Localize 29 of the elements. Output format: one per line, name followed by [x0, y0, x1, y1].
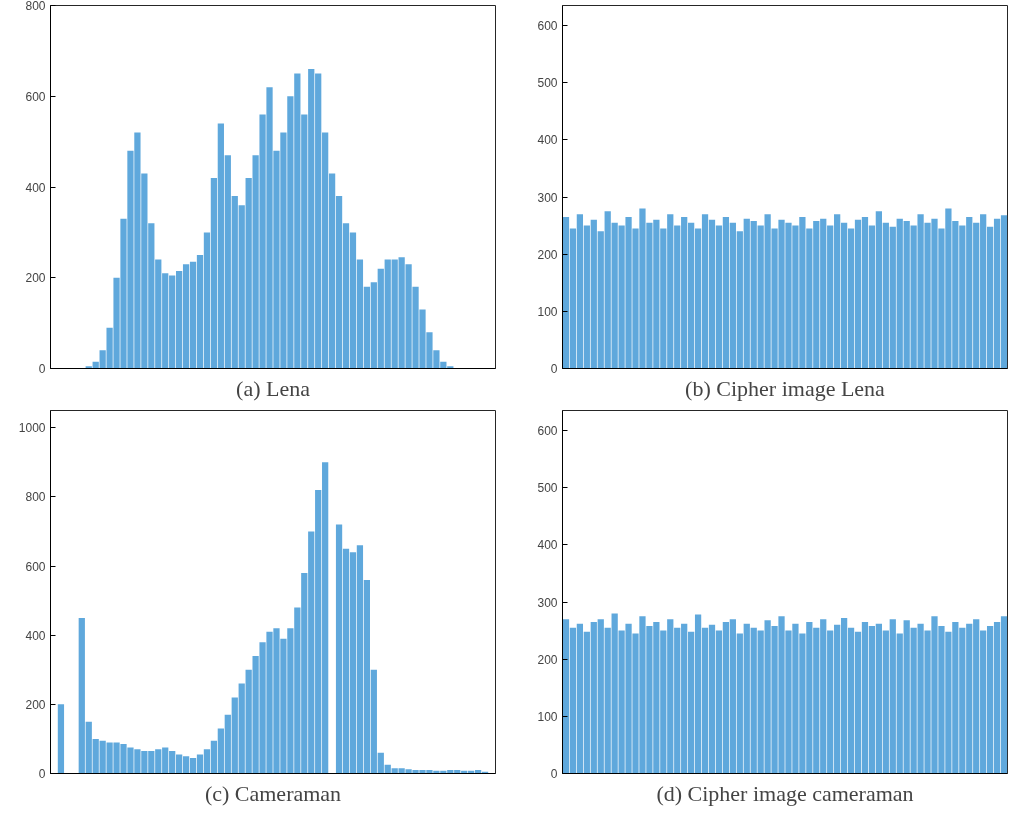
- y-tick-label: 400: [537, 538, 558, 553]
- text: (d) Cipher image cameraman: [656, 780, 914, 806]
- text: (c) Cameraman: [204, 780, 342, 806]
- y-tick-label: 200: [25, 697, 46, 712]
- y-tick-label: 0: [38, 767, 46, 781]
- y-tick-label: 200: [25, 271, 46, 286]
- y-tick-label: 400: [25, 180, 46, 195]
- y-tick-label: 600: [25, 559, 46, 574]
- y-tick-label: 600: [537, 424, 558, 439]
- y-tick-label: 800: [25, 490, 46, 505]
- y-tick-label: 100: [537, 304, 558, 319]
- y-tick-label: 400: [537, 133, 558, 148]
- y-tick-label: 300: [537, 595, 558, 610]
- y-tick-label: 600: [25, 89, 46, 104]
- text: (a) Lena: [236, 375, 311, 401]
- y-tick-label: 500: [537, 481, 558, 496]
- text: (b) Cipher image Lena: [685, 375, 886, 401]
- y-tick-label: 200: [537, 247, 558, 262]
- y-tick-label: 0: [550, 362, 558, 376]
- y-tick-label: 100: [537, 709, 558, 724]
- y-tick-label: 0: [550, 767, 558, 781]
- y-tick-label: 600: [537, 19, 558, 34]
- y-tick-label: 500: [537, 76, 558, 91]
- y-tick-label: 400: [25, 628, 46, 643]
- y-tick-label: 800: [25, 0, 46, 13]
- y-tick-label: 0: [38, 362, 46, 376]
- y-tick-label: 1000: [18, 421, 46, 436]
- y-tick-label: 200: [537, 652, 558, 667]
- y-tick-label: 300: [537, 190, 558, 205]
